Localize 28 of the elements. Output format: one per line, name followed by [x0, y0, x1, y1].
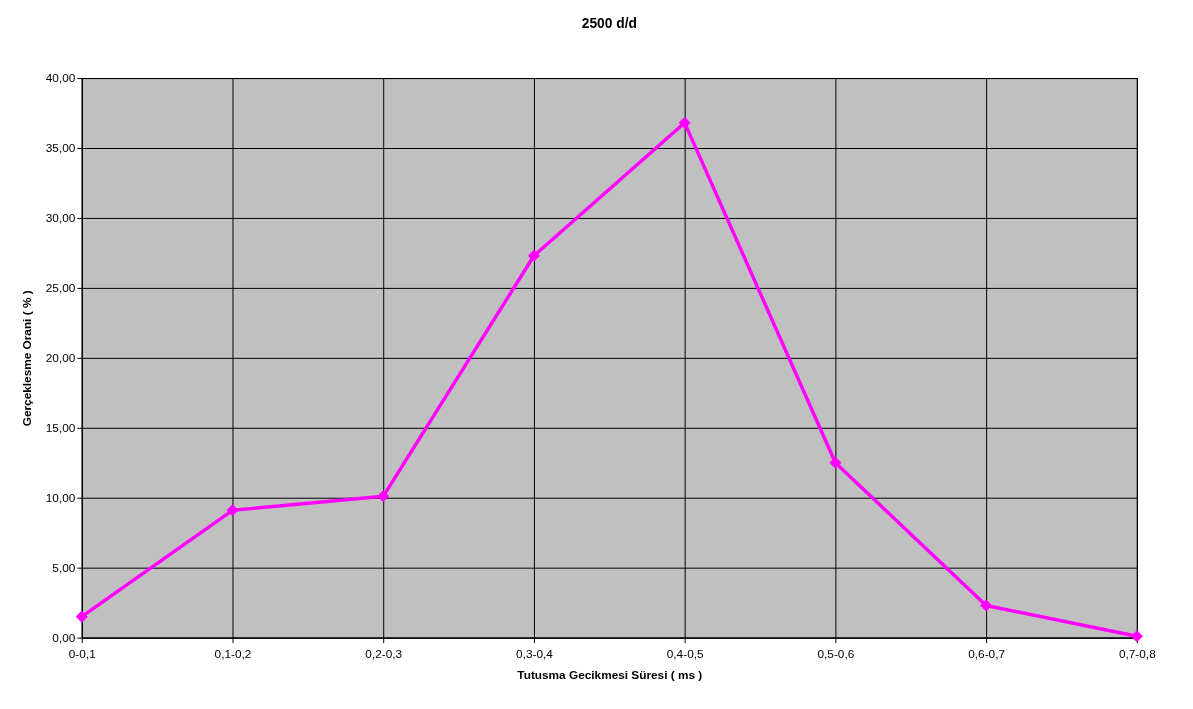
- y-tick-label: 15,00: [45, 421, 76, 436]
- x-tick-label: 0,5-0,6: [817, 646, 855, 661]
- point: [226, 504, 239, 517]
- x-tick-label: 0-0,1: [68, 646, 96, 661]
- point: [75, 610, 88, 623]
- point: [829, 456, 842, 469]
- y-tick-label: 0,00: [52, 631, 76, 646]
- point: [377, 490, 390, 503]
- y-axis-title: Gerçeklesme Orani ( % ): [20, 290, 34, 427]
- point: [1130, 630, 1143, 643]
- chart-title: 2500 d/d: [581, 15, 637, 31]
- point: [527, 249, 540, 262]
- x-tick-label: 0,4-0,5: [666, 646, 704, 661]
- x-tick-label: 0,1-0,2: [214, 646, 252, 661]
- y-tick-label: 10,00: [45, 491, 76, 506]
- point: [980, 599, 993, 612]
- x-tick-label: 0,6-0,7: [968, 646, 1005, 661]
- x-tick-label: 0,7-0,8: [1118, 646, 1157, 661]
- x-tick-label: 0,3-0,4: [516, 646, 554, 661]
- y-tick-label: 25,00: [45, 281, 76, 296]
- y-tick-label: 5,00: [52, 561, 76, 576]
- y-tick-label: 30,00: [45, 211, 76, 226]
- point: [678, 116, 691, 129]
- y-tick-label: 40,00: [45, 71, 76, 86]
- y-tick-label: 20,00: [45, 351, 76, 366]
- x-tick-label: 0,2-0,3: [365, 646, 403, 661]
- y-tick-label: 35,00: [45, 141, 76, 156]
- x-axis-title: Tutusma Gecikmesi Süresi ( ms ): [517, 667, 703, 682]
